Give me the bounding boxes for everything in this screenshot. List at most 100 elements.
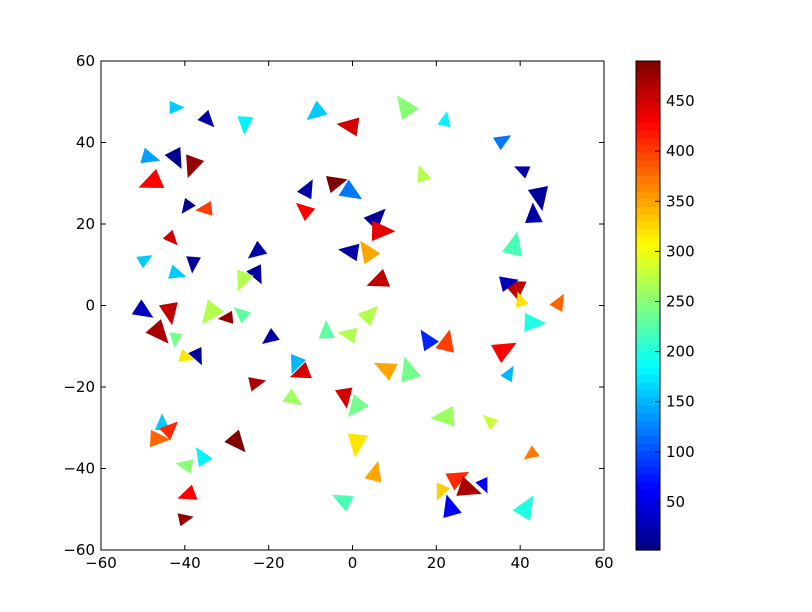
scatter-point: [149, 429, 171, 448]
colorbar-band: [636, 122, 660, 131]
y-tick-label: −40: [63, 460, 95, 478]
scatter-point: [456, 476, 482, 496]
colorbar-band: [636, 274, 660, 284]
colorbar-band: [636, 252, 660, 261]
scatter-point: [435, 329, 454, 353]
colorbar-tick-label: 200: [666, 343, 695, 361]
colorbar-tick-label: 150: [666, 393, 695, 411]
colorbar-band: [636, 450, 660, 459]
colorbar-band: [636, 427, 660, 436]
y-tick-label: 0: [85, 297, 95, 315]
scatter-point: [136, 255, 153, 269]
scatter-point: [233, 307, 252, 324]
scatter-point: [291, 354, 306, 375]
scatter-point: [364, 460, 382, 483]
colorbar-band: [636, 183, 660, 192]
scatter-point: [417, 164, 432, 184]
scatter-point: [162, 229, 178, 246]
scatter-point: [131, 299, 154, 318]
colorbar-band: [636, 114, 660, 123]
x-tick-label: −40: [169, 554, 201, 572]
scatter-point: [169, 100, 185, 115]
scatter-point: [181, 197, 196, 214]
colorbar-band: [636, 99, 660, 108]
colorbar-band: [636, 91, 660, 100]
scatter-point: [360, 240, 381, 265]
scatter-point: [366, 268, 391, 287]
scatter-point: [282, 388, 303, 406]
colorbar-band: [636, 198, 660, 207]
scatter-point: [502, 231, 523, 257]
scatter-point: [347, 433, 369, 458]
scatter-point: [420, 329, 439, 352]
colorbar-band: [636, 420, 660, 429]
colorbar: 50 100 150 200 250 300 350 400 450: [635, 60, 695, 551]
colorbar-band: [636, 473, 660, 482]
scatter-point: [262, 328, 280, 344]
scatter-point: [549, 293, 564, 312]
colorbar-band: [636, 381, 660, 391]
colorbar-tick-label: 450: [666, 92, 695, 110]
colorbar-band: [636, 435, 660, 444]
colorbar-band: [636, 145, 660, 154]
colorbar-tick-label: 350: [666, 192, 695, 210]
x-tick-label: 0: [348, 554, 358, 572]
colorbar-tick-label: 100: [666, 443, 695, 461]
scatter-point: [337, 327, 358, 344]
colorbar-band: [636, 397, 660, 406]
scatter-point: [237, 116, 254, 135]
scatter-point: [297, 179, 313, 200]
colorbar-band: [636, 167, 660, 177]
colorbar-band: [636, 236, 660, 245]
scatter-point: [154, 413, 170, 431]
colorbar-band: [636, 160, 660, 169]
colorbar-band: [636, 305, 660, 314]
colorbar-band: [636, 282, 660, 291]
scatter-point: [493, 135, 512, 151]
y-tick-label: 20: [76, 215, 95, 233]
scatter-point: [499, 276, 519, 293]
x-tick-label: −60: [85, 554, 117, 572]
colorbar-band: [636, 527, 660, 536]
scatter-point: [168, 264, 187, 279]
colorbar-band: [636, 366, 660, 375]
colorbar-frame: [635, 60, 661, 551]
colorbar-band: [636, 351, 660, 360]
scatter-point: [158, 302, 178, 326]
colorbar-band: [636, 267, 660, 276]
scatter-point: [335, 387, 353, 409]
scatter-point: [195, 201, 213, 216]
scatter-point: [445, 471, 470, 491]
colorbar-gradient: [636, 61, 660, 551]
colorbar-band: [636, 343, 660, 352]
scatter-point: [443, 494, 462, 518]
scatter-point: [196, 447, 213, 467]
colorbar-band: [636, 519, 660, 528]
scatter-point: [436, 482, 451, 501]
colorbar-band: [636, 328, 660, 337]
scatter-point: [237, 269, 254, 292]
scatter-point: [186, 256, 201, 274]
scatter-point: [332, 494, 354, 512]
scatter-point: [217, 310, 234, 324]
scatter-points: [131, 95, 564, 527]
colorbar-band: [636, 68, 660, 77]
colorbar-band: [636, 83, 660, 93]
y-tick-label: 40: [76, 134, 95, 152]
scatter-point: [169, 332, 183, 349]
colorbar-band: [636, 542, 660, 551]
scatter-point: [224, 429, 246, 453]
colorbar-band: [636, 206, 660, 215]
scatter-point: [177, 513, 194, 527]
colorbar-tick-label: 50: [666, 493, 685, 511]
scatter-point: [357, 305, 379, 327]
colorbar-band: [636, 320, 660, 330]
colorbar-band: [636, 259, 660, 268]
colorbar-band: [636, 488, 660, 498]
scatter-point: [164, 147, 182, 169]
colorbar-band: [636, 412, 660, 421]
scatter-point: [247, 240, 268, 259]
scatter-point: [246, 264, 262, 285]
colorbar-band: [636, 465, 660, 475]
